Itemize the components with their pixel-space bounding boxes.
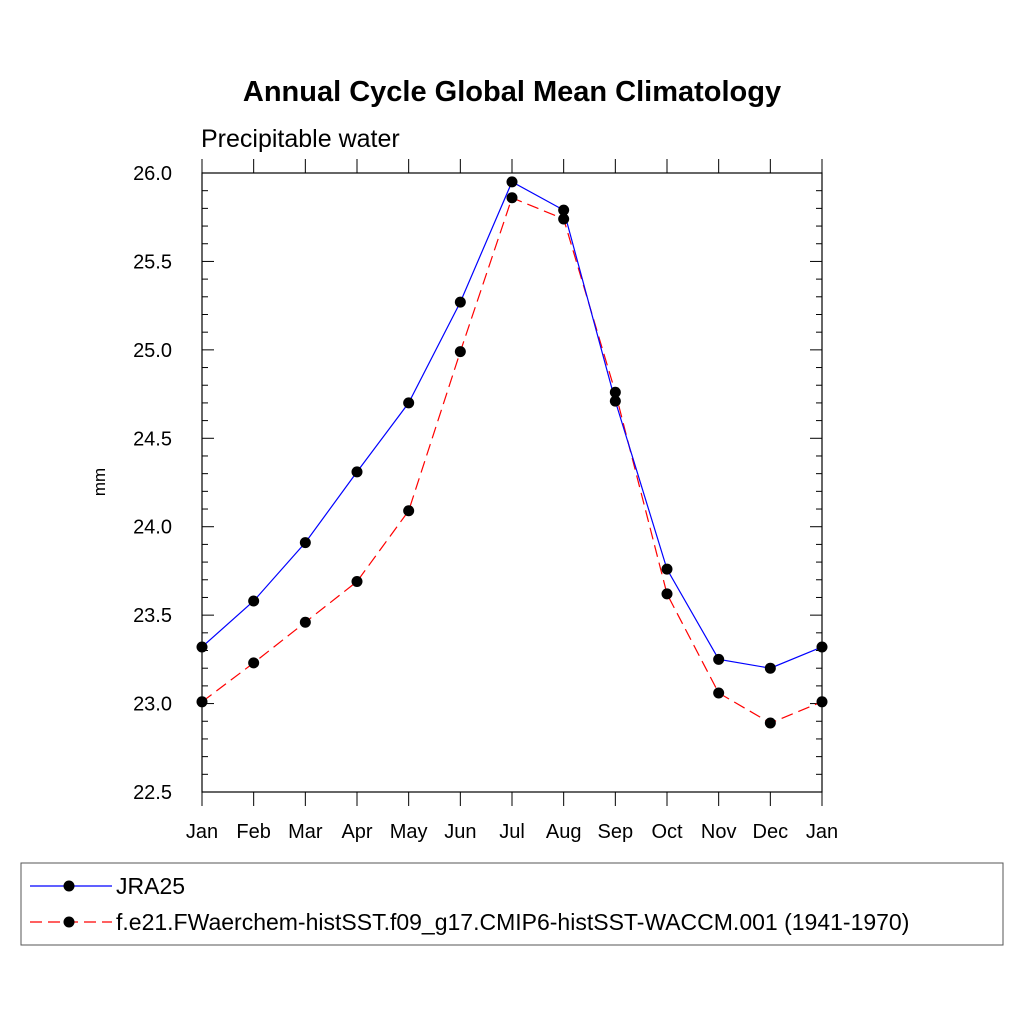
data-point xyxy=(506,192,518,204)
x-tick-label: Dec xyxy=(753,821,789,843)
y-axis-ticks: 22.5 23.0 23.5 24.0 24.5 25.0 25.5 26.0 xyxy=(133,163,822,804)
y-tick-label: 25.5 xyxy=(133,251,172,273)
legend-marker xyxy=(63,880,75,892)
x-tick-label: Apr xyxy=(341,821,372,843)
y-tick-label: 25.0 xyxy=(133,340,172,362)
plot-frame xyxy=(201,172,823,793)
series-line xyxy=(201,180,823,669)
chart-title: Annual Cycle Global Mean Climatology xyxy=(243,76,781,108)
data-point xyxy=(351,466,363,478)
data-point xyxy=(764,717,776,729)
data-point xyxy=(661,563,673,575)
legend-label: f.e21.FWaerchem-histSST.f09_g17.CMIP6-hi… xyxy=(116,909,909,935)
legend-marker xyxy=(63,916,75,928)
data-point xyxy=(299,537,311,549)
data-point xyxy=(299,616,311,628)
data-point xyxy=(196,641,208,653)
x-tick-label: Aug xyxy=(546,821,582,843)
x-tick-label: May xyxy=(390,821,428,843)
data-point xyxy=(558,213,570,225)
data-point xyxy=(713,687,725,699)
y-axis-label: mm xyxy=(90,468,109,496)
x-tick-label: Jan xyxy=(806,821,838,843)
data-point xyxy=(506,176,518,188)
x-tick-label: Oct xyxy=(651,821,683,843)
legend-label: JRA25 xyxy=(116,873,185,899)
x-tick-label: Jan xyxy=(186,821,218,843)
data-point xyxy=(764,662,776,674)
data-point xyxy=(713,653,725,665)
data-point xyxy=(609,386,621,398)
data-point xyxy=(403,397,415,409)
data-point xyxy=(609,395,621,407)
data-point xyxy=(558,204,570,216)
x-tick-label: Nov xyxy=(701,821,737,843)
data-point xyxy=(351,576,363,588)
legend: JRA25 f.e21.FWaerchem-histSST.f09_g17.CMI… xyxy=(20,862,1004,946)
plot-border xyxy=(201,172,823,793)
data-point xyxy=(403,505,415,517)
y-tick-label: 24.0 xyxy=(133,517,172,539)
data-point xyxy=(248,657,260,669)
data-point xyxy=(816,696,828,708)
x-tick-label: Feb xyxy=(236,821,270,843)
x-tick-label: Jul xyxy=(499,821,525,843)
data-point xyxy=(454,346,466,358)
y-tick-label: 22.5 xyxy=(133,782,172,804)
x-tick-label: Mar xyxy=(288,821,323,843)
data-point xyxy=(661,588,673,600)
data-point xyxy=(816,641,828,653)
data-point xyxy=(248,595,260,607)
data-point xyxy=(196,696,208,708)
data-point xyxy=(454,296,466,308)
chart-subtitle: Precipitable water xyxy=(201,125,400,153)
series-line xyxy=(201,196,823,724)
x-axis-ticks: Jan Feb Mar Apr May Jun Jul Aug Sep Oct Nov Dec Jan xyxy=(186,159,838,843)
y-tick-label: 26.0 xyxy=(133,163,172,185)
x-tick-label: Jun xyxy=(444,821,476,843)
y-tick-label: 24.5 xyxy=(133,428,172,450)
y-tick-label: 23.5 xyxy=(133,605,172,627)
x-tick-label: Sep xyxy=(598,821,634,843)
y-tick-label: 23.0 xyxy=(133,694,172,716)
series-layer xyxy=(196,176,828,729)
legend-box xyxy=(20,862,1004,946)
